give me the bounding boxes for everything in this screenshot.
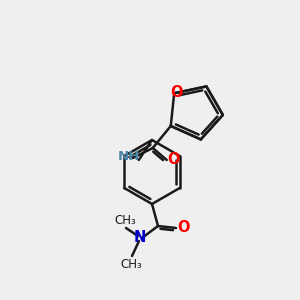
Text: CH₃: CH₃ bbox=[114, 214, 136, 227]
Text: N: N bbox=[134, 230, 146, 245]
Text: CH₃: CH₃ bbox=[120, 257, 142, 271]
Text: O: O bbox=[167, 152, 180, 166]
Text: O: O bbox=[177, 220, 189, 236]
Text: NH: NH bbox=[118, 151, 140, 164]
Text: O: O bbox=[170, 85, 182, 100]
